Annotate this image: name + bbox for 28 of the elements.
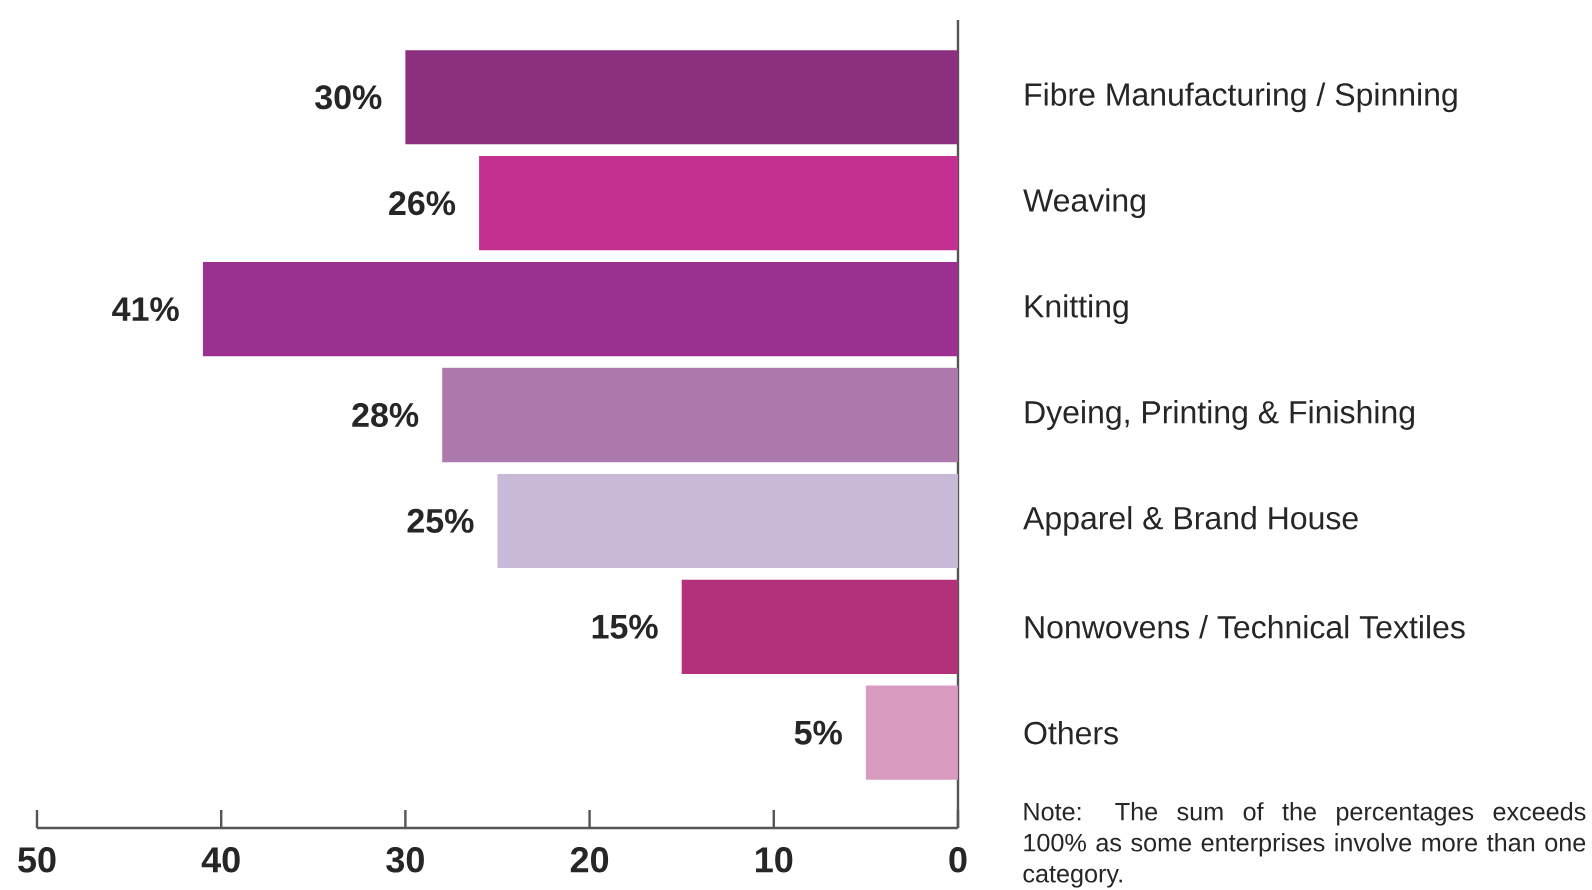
y-tick-label: Nonwovens / Technical Textiles bbox=[1025, 615, 1465, 639]
x-tick-label: 10 bbox=[756, 847, 793, 873]
bar bbox=[442, 367, 958, 463]
text: Note: The sum of the percentages exceeds 100% as some enterprises involve more than one category. bbox=[1023, 802, 1586, 888]
y-tick-label: Apparel & Brand House bbox=[1023, 505, 1358, 536]
data-label: 28% bbox=[352, 402, 419, 428]
bar bbox=[865, 685, 958, 780]
y-tick-label: Knitting bbox=[1025, 294, 1128, 325]
data-label: 30% bbox=[315, 85, 382, 110]
bar bbox=[497, 473, 958, 569]
bar bbox=[681, 579, 958, 674]
y-tick-label: Weaving bbox=[1023, 188, 1145, 219]
bar bbox=[405, 50, 958, 145]
x-tick-label: 0 bbox=[949, 847, 967, 873]
bar bbox=[479, 156, 958, 251]
data-label: 5% bbox=[794, 720, 842, 745]
x-tick-label: 20 bbox=[570, 847, 609, 873]
data-label: 25% bbox=[407, 508, 474, 533]
bar bbox=[202, 261, 958, 357]
y-tick-label: Dyeing, Printing & Finishing bbox=[1025, 400, 1414, 430]
x-tick-label: 50 bbox=[18, 847, 56, 873]
x-tick-label: 40 bbox=[201, 847, 240, 873]
y-tick-label: Others bbox=[1024, 720, 1118, 745]
x-tick-label: 30 bbox=[386, 847, 424, 873]
data-label: 15% bbox=[592, 614, 658, 639]
data-label: 26% bbox=[389, 191, 456, 216]
data-label: 41% bbox=[112, 297, 179, 322]
y-tick-label: Fibre Manufacturing / Spinning bbox=[1025, 82, 1457, 113]
